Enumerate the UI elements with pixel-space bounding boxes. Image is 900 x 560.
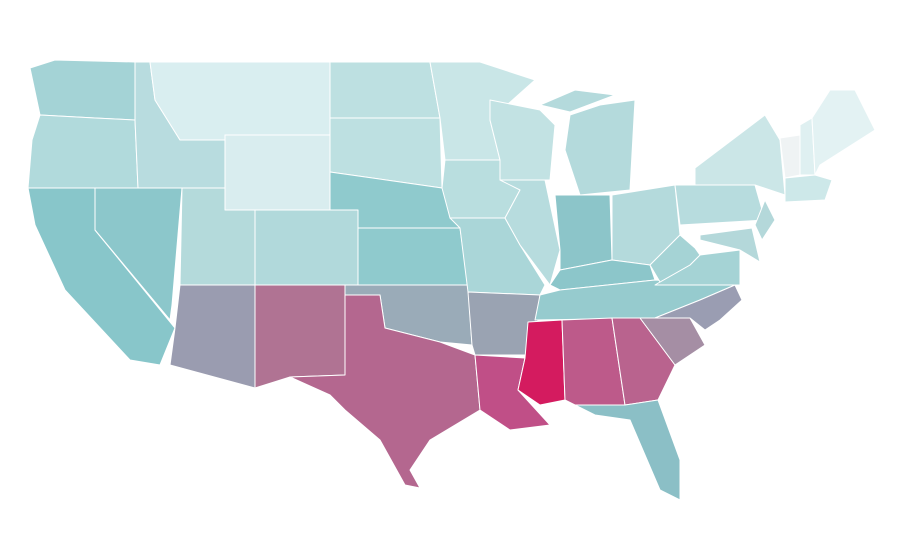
state: [27, 114, 139, 189]
state: [554, 194, 613, 271]
state: [329, 61, 441, 119]
state: [169, 284, 256, 389]
state: [224, 134, 331, 211]
state: [489, 99, 556, 181]
state: [611, 317, 676, 406]
states: [27, 59, 876, 501]
state: [674, 184, 766, 226]
state: [694, 114, 786, 196]
state: [467, 291, 541, 356]
state: [499, 179, 561, 286]
state: [29, 59, 136, 121]
state: [149, 61, 331, 141]
state: [654, 284, 743, 331]
state: [254, 209, 359, 286]
state: [357, 227, 469, 286]
state: [574, 399, 681, 501]
state: [754, 199, 776, 241]
state: [699, 227, 761, 263]
state: [254, 284, 346, 389]
state: [649, 234, 701, 283]
state: [811, 89, 876, 176]
state: [539, 89, 636, 196]
state: [784, 174, 833, 203]
state: [289, 294, 481, 489]
